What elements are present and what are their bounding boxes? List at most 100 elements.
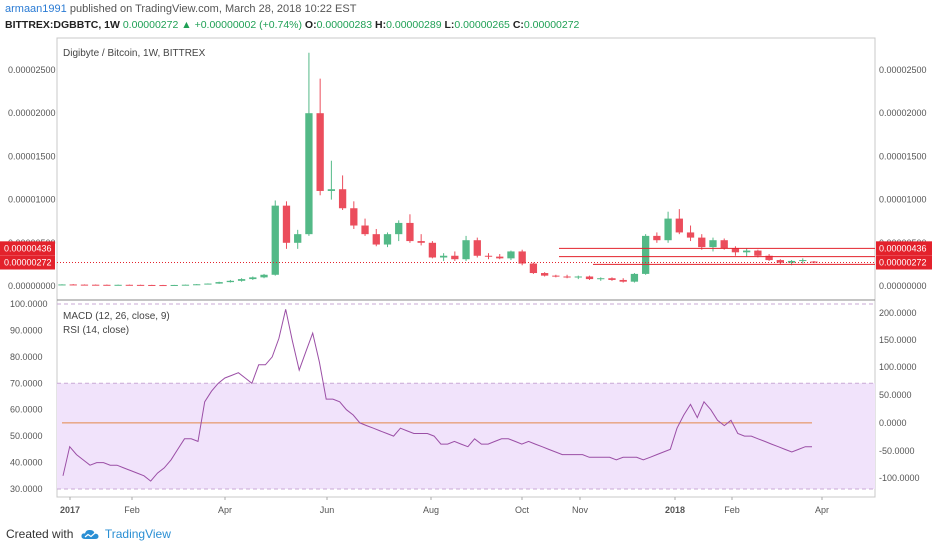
candle-down[interactable]: [417, 241, 425, 243]
candle-down[interactable]: [496, 256, 504, 259]
candle-down[interactable]: [125, 284, 133, 286]
candle-up[interactable]: [630, 273, 639, 282]
high-label: H:: [375, 19, 387, 31]
candle-up[interactable]: [743, 250, 751, 253]
candle-up[interactable]: [271, 205, 279, 275]
candle-down[interactable]: [316, 113, 324, 191]
candle-up[interactable]: [249, 277, 257, 280]
candle-down[interactable]: [720, 240, 728, 248]
last-price: 0.00000272: [122, 19, 179, 31]
candle-down[interactable]: [361, 225, 369, 235]
candle-down[interactable]: [372, 234, 380, 245]
price-badge-right-text: 0.00000272: [879, 257, 927, 267]
candle-up[interactable]: [237, 279, 246, 281]
candle-up[interactable]: [597, 278, 605, 280]
time-axis-tick: Jun: [320, 505, 335, 515]
candle-down[interactable]: [484, 255, 493, 257]
candle-down[interactable]: [563, 276, 571, 278]
symbol-label: BITTREX:DGBBTC, 1W: [5, 19, 120, 31]
candle-down[interactable]: [103, 284, 111, 286]
candle-down[interactable]: [529, 263, 538, 274]
candle-up[interactable]: [439, 255, 448, 258]
candle-down[interactable]: [754, 250, 762, 256]
candle-up[interactable]: [507, 251, 515, 259]
candle-up[interactable]: [260, 274, 268, 278]
candle-down[interactable]: [608, 278, 616, 280]
candle-down[interactable]: [350, 208, 358, 226]
candle-down[interactable]: [80, 284, 89, 286]
tradingview-cloud-icon: [81, 530, 99, 540]
rsi-band: [57, 383, 875, 489]
macd-axis-tick: 0.0000: [879, 418, 907, 428]
candle-down[interactable]: [451, 255, 459, 260]
candle-down[interactable]: [338, 189, 347, 209]
candle-up[interactable]: [215, 282, 223, 284]
candle-down[interactable]: [552, 275, 560, 277]
macd-axis-tick: -50.0000: [879, 446, 915, 456]
candle-up[interactable]: [462, 240, 470, 260]
candle-up[interactable]: [799, 260, 807, 262]
candle-down[interactable]: [675, 218, 683, 233]
price-axis-tick-right: 0.00001500: [879, 151, 927, 161]
macd-axis-tick: 200.0000: [879, 308, 917, 318]
candle-down[interactable]: [731, 247, 740, 253]
tradingview-brand[interactable]: TradingView: [104, 527, 171, 541]
candle-up[interactable]: [181, 284, 190, 286]
rsi-axis-tick: 100.0000: [10, 299, 48, 309]
footer: Created with TradingView: [6, 527, 171, 541]
price-axis-tick-right: 0.00002000: [879, 108, 927, 118]
candle-up[interactable]: [114, 284, 122, 286]
price-badge-left: [0, 255, 55, 270]
price-axis-tick-left: 0.00002500: [8, 65, 56, 75]
candle-down[interactable]: [136, 284, 145, 286]
candle-down[interactable]: [69, 284, 77, 286]
price-axis-tick-left: 0.00002000: [8, 108, 56, 118]
candle-up[interactable]: [170, 284, 178, 286]
candle-up[interactable]: [709, 240, 717, 248]
candle-up[interactable]: [294, 234, 302, 243]
time-axis-tick: Apr: [815, 505, 829, 515]
candle-down[interactable]: [698, 237, 706, 248]
candle-up[interactable]: [383, 234, 392, 245]
rsi-line[interactable]: [62, 309, 812, 482]
rsi-axis-tick: 40.0000: [10, 458, 43, 468]
candle-up[interactable]: [327, 189, 336, 191]
candle-down[interactable]: [585, 276, 594, 280]
candle-down[interactable]: [92, 284, 100, 286]
publish-info: armaan1991 published on TradingView.com,…: [5, 3, 356, 15]
candle-down[interactable]: [653, 235, 661, 241]
candle-down[interactable]: [428, 242, 437, 258]
candle-down[interactable]: [282, 205, 291, 243]
candle-up[interactable]: [395, 222, 403, 235]
candle-down[interactable]: [148, 284, 156, 286]
candle-up[interactable]: [664, 218, 672, 241]
price-axis-tick-left: 0.00001000: [8, 195, 56, 205]
candle-up[interactable]: [574, 276, 582, 278]
author-link[interactable]: armaan1991: [5, 3, 67, 15]
candle-down[interactable]: [686, 232, 695, 238]
candle-down[interactable]: [619, 279, 627, 282]
candle-down[interactable]: [406, 222, 414, 242]
candle-down[interactable]: [540, 273, 549, 276]
candle-up[interactable]: [204, 283, 212, 285]
candle-down[interactable]: [159, 285, 167, 287]
price-badge-right: [876, 255, 932, 270]
candle-down[interactable]: [776, 260, 784, 263]
candle-down[interactable]: [473, 240, 481, 256]
time-axis-tick: Nov: [572, 505, 589, 515]
rsi-axis-tick: 90.0000: [10, 325, 43, 335]
candle-up[interactable]: [641, 235, 650, 274]
candle-up[interactable]: [58, 284, 66, 286]
time-axis-tick: Feb: [724, 505, 740, 515]
candle-down[interactable]: [518, 251, 526, 264]
price-badge-left-text: 0.00000272: [4, 257, 52, 267]
rsi-axis-tick: 50.0000: [10, 431, 43, 441]
low-value: 0.00000265: [454, 19, 510, 31]
candle-up[interactable]: [226, 280, 235, 283]
candle-up[interactable]: [193, 284, 201, 286]
candle-down[interactable]: [765, 255, 773, 261]
candle-up[interactable]: [305, 113, 313, 235]
candle-up[interactable]: [787, 260, 796, 263]
macd-axis-tick: 50.0000: [879, 390, 912, 400]
